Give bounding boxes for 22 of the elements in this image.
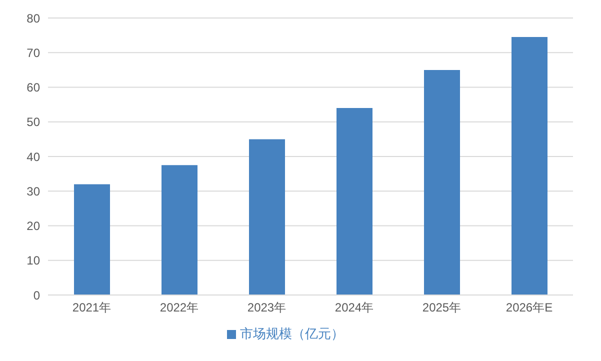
x-tick-label: 2024年 <box>334 300 374 315</box>
y-tick-label: 30 <box>26 184 40 198</box>
y-tick-label: 60 <box>26 80 40 95</box>
y-tick-label: 0 <box>33 288 40 302</box>
bar <box>74 184 110 295</box>
x-tick-label: 2026年E <box>506 300 553 315</box>
y-tick-label: 50 <box>26 115 40 130</box>
bar <box>249 139 285 295</box>
y-tick-label: 80 <box>26 11 40 26</box>
x-tick-label: 2025年 <box>422 300 462 315</box>
y-tick-label: 10 <box>26 254 40 268</box>
x-tick-label: 2021年 <box>72 300 112 315</box>
legend-label: 市场规模（亿元） <box>240 326 344 341</box>
x-tick-label: 2022年 <box>160 300 199 315</box>
bar <box>162 165 198 295</box>
y-tick-label: 70 <box>26 46 40 60</box>
bar <box>424 70 460 295</box>
bar <box>512 37 548 295</box>
bar <box>336 108 372 295</box>
x-tick-label: 2023年 <box>247 300 286 315</box>
y-tick-label: 40 <box>26 150 40 164</box>
y-tick-label: 20 <box>26 219 40 234</box>
